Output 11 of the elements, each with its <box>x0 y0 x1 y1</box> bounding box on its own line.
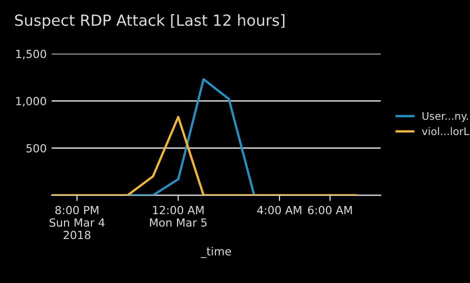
chart-title: Suspect RDP Attack [Last 12 hours] <box>15 14 284 29</box>
legend-label: User...ny. <box>422 112 468 122</box>
x-tick-label: 4:00 AM <box>257 206 302 214</box>
y-tick-label: 500 <box>26 144 46 152</box>
x-tick-label: 6:00 AM <box>308 206 352 214</box>
x-tick-label: 12:00 AM Mon Mar 5 <box>150 206 207 227</box>
x-tick-label: 8:00 PM Sun Mar 4 2018 <box>50 206 104 240</box>
y-tick-label: 1,000 <box>16 96 46 106</box>
y-tick-label: 1,500 <box>16 50 46 60</box>
legend-label: viol...lorL <box>422 127 470 136</box>
x-axis-title: _time <box>200 246 231 258</box>
